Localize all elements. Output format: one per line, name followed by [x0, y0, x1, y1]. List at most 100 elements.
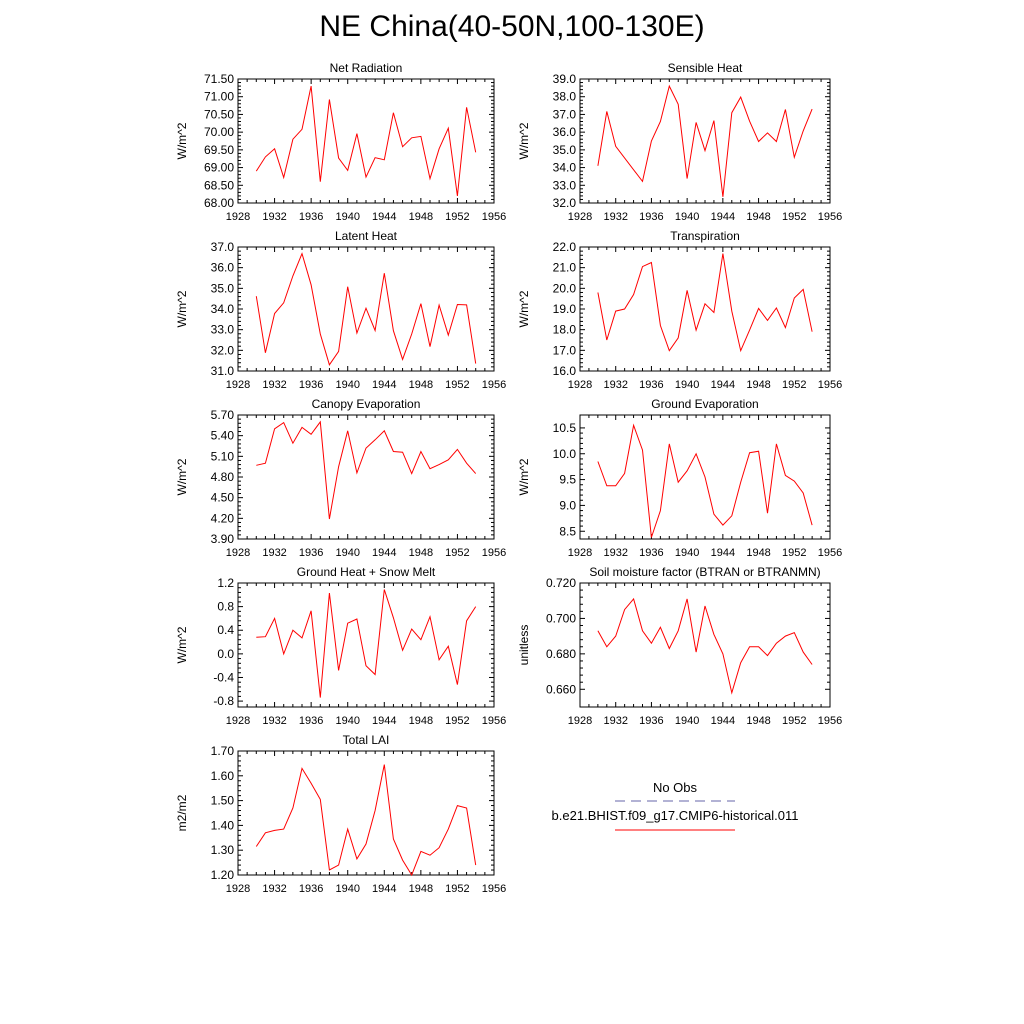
y-tick-label: 5.40 — [211, 429, 235, 443]
x-tick-label: 1956 — [818, 211, 842, 223]
y-tick-label: 0.8 — [217, 600, 234, 614]
plot-frame — [237, 750, 495, 876]
x-tick-label: 1944 — [372, 547, 396, 559]
panel-title: Canopy Evaporation — [312, 397, 421, 411]
y-tick-label: 71.50 — [204, 72, 234, 86]
plot-frame — [579, 78, 831, 204]
y-tick-label: 34.0 — [553, 161, 577, 175]
x-tick-label: 1948 — [746, 211, 770, 223]
x-tick-label: 1932 — [603, 547, 627, 559]
y-tick-label: 1.40 — [211, 818, 235, 832]
y-axis-label: W/m^2 — [517, 122, 531, 159]
x-tick-label: 1928 — [226, 211, 250, 223]
x-tick-label: 1948 — [746, 715, 770, 727]
series-line — [597, 423, 813, 538]
series-line — [255, 252, 477, 366]
x-tick-label: 1948 — [409, 883, 433, 895]
plot-frame — [237, 414, 495, 540]
x-tick-label: 1936 — [299, 883, 323, 895]
x-tick-label: 1928 — [568, 715, 592, 727]
x-tick-label: 1936 — [639, 379, 663, 391]
y-tick-label: 9.5 — [559, 473, 576, 487]
x-tick-label: 1944 — [711, 547, 735, 559]
y-tick-label: 10.5 — [553, 421, 577, 435]
x-tick-label: 1928 — [568, 379, 592, 391]
y-tick-label: 36.0 — [553, 125, 577, 139]
x-tick-label: 1956 — [818, 379, 842, 391]
x-tick-label: 1932 — [262, 883, 286, 895]
y-axis-label: unitless — [517, 625, 531, 666]
x-tick-label: 1936 — [639, 547, 663, 559]
series-line — [256, 589, 477, 698]
x-tick-label: 1952 — [782, 211, 806, 223]
y-tick-label: 70.50 — [204, 107, 234, 121]
y-tick-label: 5.10 — [211, 449, 235, 463]
x-tick-label: 1952 — [445, 547, 469, 559]
x-tick-label: 1944 — [372, 211, 396, 223]
x-tick-label: 1944 — [372, 883, 396, 895]
series-line — [256, 420, 477, 520]
y-tick-label: 8.5 — [559, 524, 576, 538]
y-tick-label: 31.0 — [211, 364, 235, 378]
plot-frame — [579, 246, 831, 372]
x-tick-label: 1940 — [335, 715, 359, 727]
y-axis-label: W/m^2 — [517, 458, 531, 495]
y-axis-label: W/m^2 — [175, 626, 189, 663]
y-tick-label: 34.0 — [211, 302, 235, 316]
panel-title: Transpiration — [670, 229, 740, 243]
legend-obs-label: No Obs — [653, 780, 698, 795]
x-tick-label: 1944 — [711, 379, 735, 391]
y-tick-label: 37.0 — [211, 240, 235, 254]
y-tick-label: 39.0 — [553, 72, 577, 86]
x-tick-label: 1928 — [226, 379, 250, 391]
y-tick-label: 35.0 — [211, 281, 235, 295]
x-tick-label: 1948 — [409, 211, 433, 223]
x-tick-label: 1928 — [226, 715, 250, 727]
y-tick-label: 1.2 — [217, 576, 234, 590]
x-tick-label: 1952 — [782, 547, 806, 559]
y-tick-label: 0.0 — [217, 647, 234, 661]
y-tick-label: 70.00 — [204, 125, 234, 139]
x-tick-label: 1932 — [603, 715, 627, 727]
x-tick-label: 1956 — [818, 715, 842, 727]
x-tick-label: 1956 — [818, 547, 842, 559]
chart-panel: 1928 1932 1936 1940 1944 1948 1952 1956 68.00 68.… — [175, 61, 506, 223]
x-tick-label: 1948 — [409, 547, 433, 559]
y-tick-label: 1.60 — [211, 769, 235, 783]
x-tick-label: 1936 — [299, 547, 323, 559]
panel-title: Soil moisture factor (BTRAN or BTRANMN) — [589, 565, 820, 579]
y-tick-label: 19.0 — [553, 302, 577, 316]
y-tick-label: 4.80 — [211, 470, 235, 484]
panel-title: Ground Heat + Snow Melt — [297, 565, 436, 579]
y-tick-label: 4.50 — [211, 491, 235, 505]
y-tick-label: 36.0 — [211, 261, 235, 275]
y-tick-label: -0.8 — [213, 694, 234, 708]
y-tick-label: 22.0 — [553, 240, 577, 254]
x-tick-label: 1948 — [409, 715, 433, 727]
x-tick-label: 1956 — [482, 883, 506, 895]
x-tick-label: 1936 — [299, 211, 323, 223]
y-tick-label: 0.680 — [546, 647, 576, 661]
y-tick-label: 38.0 — [553, 90, 577, 104]
chart-panel: 1928 1932 1936 1940 1944 1948 1952 1956 32.0 33.0… — [517, 61, 842, 223]
chart-panel: 1928 1932 1936 1940 1944 1948 1952 1956 8.5 9.0 9.… — [517, 397, 842, 559]
series-line — [597, 84, 813, 197]
x-tick-label: 1932 — [262, 715, 286, 727]
x-tick-label: 1932 — [603, 211, 627, 223]
x-tick-label: 1928 — [226, 547, 250, 559]
x-tick-label: 1932 — [262, 547, 286, 559]
panel-title: Sensible Heat — [668, 61, 743, 75]
y-tick-label: 17.0 — [553, 343, 577, 357]
x-tick-label: 1940 — [675, 547, 699, 559]
y-tick-label: 33.0 — [553, 178, 577, 192]
y-tick-label: 32.0 — [211, 343, 235, 357]
x-tick-label: 1944 — [372, 715, 396, 727]
y-tick-label: 5.70 — [211, 408, 235, 422]
y-tick-label: 20.0 — [553, 281, 577, 295]
x-tick-label: 1940 — [335, 547, 359, 559]
x-tick-label: 1936 — [299, 379, 323, 391]
x-tick-label: 1952 — [445, 715, 469, 727]
chart-panel: 1928 1932 1936 1940 1944 1948 1952 1956 0.660 0.6… — [517, 565, 842, 727]
panel-title: Latent Heat — [335, 229, 398, 243]
y-tick-label: 33.0 — [211, 323, 235, 337]
